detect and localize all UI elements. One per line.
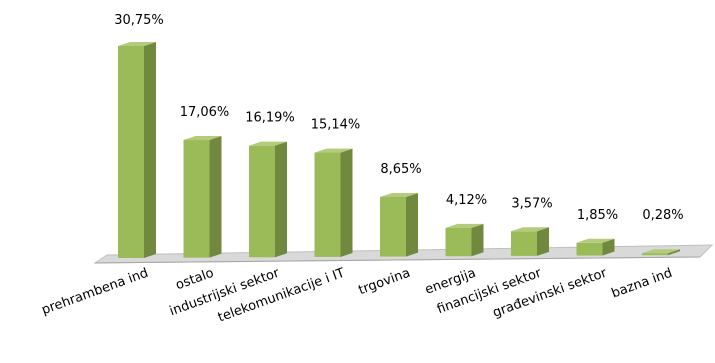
- bar-front: [445, 227, 472, 257]
- bar-7: [511, 227, 549, 256]
- bar-side: [275, 141, 287, 258]
- bar-top: [380, 192, 418, 197]
- bar-side: [602, 238, 615, 256]
- bar-front: [511, 231, 537, 256]
- data-label: 16,19%: [245, 111, 295, 126]
- data-label: 17,06%: [180, 105, 230, 120]
- bar-front: [183, 140, 210, 258]
- bar-side: [537, 227, 549, 256]
- data-label: 1,85%: [577, 208, 618, 223]
- bar-3: [249, 141, 287, 258]
- bars-group: [118, 42, 680, 258]
- chart-floor-edge: [94, 256, 701, 264]
- data-label: 3,57%: [511, 196, 552, 211]
- bar-top: [183, 136, 222, 141]
- bar-9: [642, 249, 680, 256]
- bar-front: [642, 253, 668, 256]
- bar-front: [314, 152, 341, 257]
- category-label: prehrambena ind: [40, 266, 151, 318]
- bar-front: [118, 46, 144, 258]
- bar-6: [445, 223, 484, 257]
- category-label: trgovina: [357, 266, 413, 299]
- bar-top: [314, 148, 353, 153]
- bar-side: [471, 223, 484, 257]
- data-label: 8,65%: [380, 162, 421, 177]
- bar-4: [314, 148, 353, 257]
- bar-top: [118, 42, 156, 46]
- bar-1: [118, 42, 156, 258]
- bar-2: [183, 136, 222, 258]
- data-label: 0,28%: [642, 208, 683, 223]
- bar-side: [340, 148, 353, 257]
- bar-side: [209, 136, 222, 258]
- data-label: 4,12%: [446, 193, 487, 208]
- bar-top: [576, 238, 615, 243]
- data-label: 30,75%: [114, 13, 164, 28]
- bar-top: [249, 141, 287, 146]
- bar-front: [576, 242, 603, 256]
- data-labels-group: 30,75% 17,06% 16,19% 15,14% 8,65% 4,12% 3,57% 1…: [114, 13, 683, 223]
- category-label: bazna ind: [610, 266, 675, 302]
- bar-side: [668, 249, 680, 256]
- data-label: 15,14%: [311, 118, 361, 133]
- bar-top: [642, 249, 680, 254]
- bar-side: [144, 42, 156, 258]
- category-label: građevinski sektor: [491, 265, 610, 320]
- bar-top: [511, 227, 549, 232]
- bar-8: [576, 238, 615, 256]
- bar-front: [249, 145, 275, 258]
- bar-side: [406, 192, 418, 257]
- bar-top: [445, 223, 484, 228]
- bar-front: [380, 196, 406, 257]
- bar-5: [380, 192, 418, 257]
